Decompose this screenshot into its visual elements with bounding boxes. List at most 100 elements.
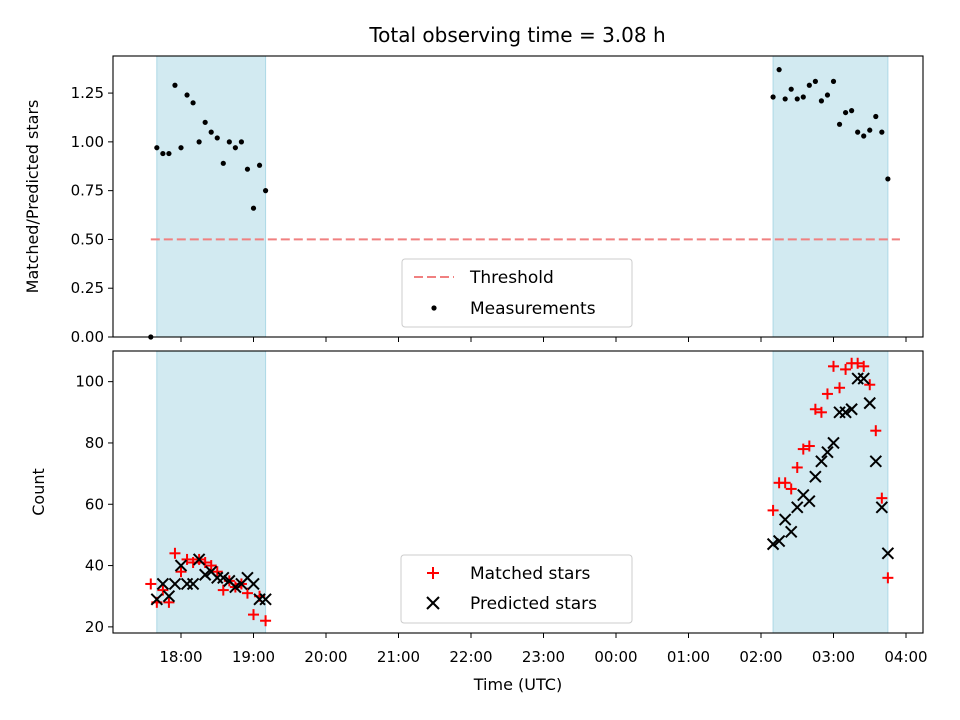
legend-matched-swatch <box>427 567 439 579</box>
y-tick-label: 60 <box>85 495 104 513</box>
legend-threshold-label: Threshold <box>469 268 554 288</box>
bottom-legend: Matched stars Predicted stars <box>400 554 633 624</box>
measurement-point <box>244 166 251 172</box>
matched-star-point <box>211 566 223 578</box>
x-tick-label: 20:00 <box>304 648 347 666</box>
y-tick-label: 1.00 <box>71 133 104 151</box>
bottom-shaded-windows <box>156 350 889 634</box>
shaded-window-1 <box>772 350 889 634</box>
measurement-point <box>788 86 794 92</box>
measurement-point <box>770 94 776 100</box>
measurement-point <box>202 119 208 125</box>
predicted-star-point <box>247 577 260 591</box>
y-tick-label: 1.25 <box>71 84 104 102</box>
predicted-star-point <box>162 590 176 603</box>
predicted-star-point <box>827 436 840 450</box>
y-tick-label: 0.00 <box>71 328 104 346</box>
measurement-point <box>178 145 184 151</box>
predicted-star-point <box>875 501 889 514</box>
matched-star-point <box>882 572 894 584</box>
matched-star-point <box>217 584 229 596</box>
x-tick-label: 22:00 <box>449 648 492 666</box>
legend-matched-label: Matched stars <box>470 564 590 584</box>
shaded-window-0 <box>156 55 267 338</box>
predicted-star-point <box>845 403 858 416</box>
top-y-axis-label: Matched/Predicted stars <box>23 100 42 294</box>
matched-star-point <box>797 443 809 455</box>
predicted-star-point <box>772 534 786 548</box>
measurement-point <box>842 109 849 116</box>
measurement-point <box>873 113 879 120</box>
predicted-star-point <box>803 494 816 508</box>
measurement-point <box>256 162 263 168</box>
matched-star-point <box>803 440 815 452</box>
measurement-point <box>196 139 202 145</box>
shaded-window-1 <box>772 55 889 338</box>
x-tick-label: 04:00 <box>884 648 927 666</box>
measurement-point <box>849 108 855 114</box>
matched-star-point <box>260 615 272 627</box>
measurement-point <box>855 129 861 135</box>
predicted-star-point <box>881 547 895 560</box>
predicted-star-point <box>168 577 182 591</box>
bottom-axes-frame <box>112 350 924 634</box>
bottom-legend-box <box>400 554 633 624</box>
measurement-point <box>172 82 178 88</box>
matched-star-point <box>248 609 259 621</box>
predicted-star-point <box>229 580 242 594</box>
x-tick-label: 23:00 <box>522 648 565 666</box>
measurement-point <box>879 129 885 135</box>
matched-star-point <box>840 363 852 375</box>
measurement-point <box>800 94 806 100</box>
measurement-point <box>776 67 782 73</box>
matched-star-point <box>175 566 187 578</box>
x-tick-label: 21:00 <box>377 648 420 666</box>
matched-star-point <box>785 483 797 495</box>
y-tick-label: 80 <box>85 434 104 452</box>
y-tick-label: 40 <box>85 557 104 575</box>
x-axis-label: Time (UTC) <box>473 675 562 694</box>
measurement-point <box>250 205 257 211</box>
matched-star-point <box>870 425 882 437</box>
matched-star-point <box>809 403 821 415</box>
predicted-star-point <box>791 501 804 514</box>
measurement-point <box>238 139 245 145</box>
matched-star-point <box>157 584 169 596</box>
matched-star-point <box>876 492 888 504</box>
predicted-stars-points <box>150 372 895 606</box>
measurement-point <box>184 92 190 98</box>
measurement-point <box>867 127 873 133</box>
measurement-point <box>818 98 825 104</box>
bottom-y-ticks: 20 40 60 80 100 <box>75 373 113 636</box>
measurement-point <box>782 96 788 102</box>
y-tick-label: 20 <box>85 618 104 636</box>
measurement-point <box>824 92 831 98</box>
legend-predicted-label: Predicted stars <box>470 594 597 614</box>
matched-star-point <box>815 406 827 418</box>
measurement-point <box>836 121 843 127</box>
predicted-star-point <box>857 372 870 385</box>
top-legend: Threshold Measurements <box>401 258 633 328</box>
matched-star-point <box>791 461 803 473</box>
y-tick-label: 0.25 <box>71 279 104 297</box>
measurement-point <box>226 139 232 145</box>
matched-star-point <box>163 596 175 608</box>
predicted-star-point <box>198 568 212 581</box>
matched-star-point <box>169 547 181 559</box>
matched-star-point <box>145 578 157 590</box>
measurement-point <box>830 78 837 84</box>
legend-predicted-swatch <box>426 596 440 610</box>
y-tick-label: 0.75 <box>71 182 104 200</box>
measurements-points <box>148 67 891 340</box>
measurement-point <box>262 188 269 194</box>
matched-star-point <box>181 553 193 565</box>
bottom-panel: 20 40 60 80 100 18:00 19:00 20:00 21:00 22:00 23:… <box>29 350 928 694</box>
matched-star-point <box>864 379 876 391</box>
predicted-star-point <box>174 559 188 572</box>
shaded-window-0 <box>156 350 267 634</box>
measurement-point <box>208 129 214 135</box>
predicted-star-point <box>186 577 200 591</box>
chart-title: Total observing time = 3.08 h <box>368 23 665 47</box>
matched-star-point <box>241 587 253 599</box>
predicted-star-point <box>156 577 170 591</box>
